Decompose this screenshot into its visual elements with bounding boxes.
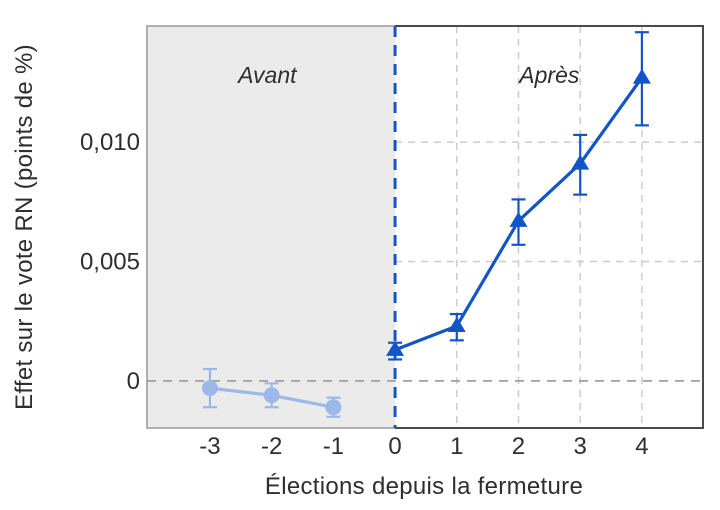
data-point-triangle <box>632 68 651 84</box>
x-tick-label: 1 <box>450 433 463 460</box>
y-tick-label: 0,005 <box>80 249 140 276</box>
plot-border <box>395 25 704 429</box>
pre-period-shaded-region <box>147 26 396 428</box>
period-annotation: Avant <box>236 62 298 88</box>
data-point-triangle <box>447 317 466 333</box>
data-point-circle <box>201 380 218 397</box>
period-annotation: Après <box>517 62 580 88</box>
x-tick-label: 0 <box>388 433 401 460</box>
data-point-triangle <box>509 211 528 227</box>
x-tick-label: 2 <box>512 433 525 460</box>
y-tick-label: 0 <box>127 368 140 395</box>
x-tick-label: 3 <box>574 433 587 460</box>
y-axis-title: Effet sur le vote RN (points de %) <box>11 44 38 410</box>
data-point-circle <box>263 387 280 404</box>
data-point-triangle <box>571 154 590 170</box>
x-tick-label: -1 <box>323 433 344 460</box>
data-point-triangle <box>386 340 405 356</box>
y-tick-label: 0,010 <box>80 129 140 156</box>
shaded-region-border <box>146 25 396 429</box>
x-tick-label: 4 <box>635 433 648 460</box>
x-tick-label: -2 <box>261 433 282 460</box>
x-tick-label: -3 <box>199 433 220 460</box>
x-axis-title: Élections depuis la fermeture <box>264 473 584 500</box>
data-point-circle <box>325 399 342 416</box>
